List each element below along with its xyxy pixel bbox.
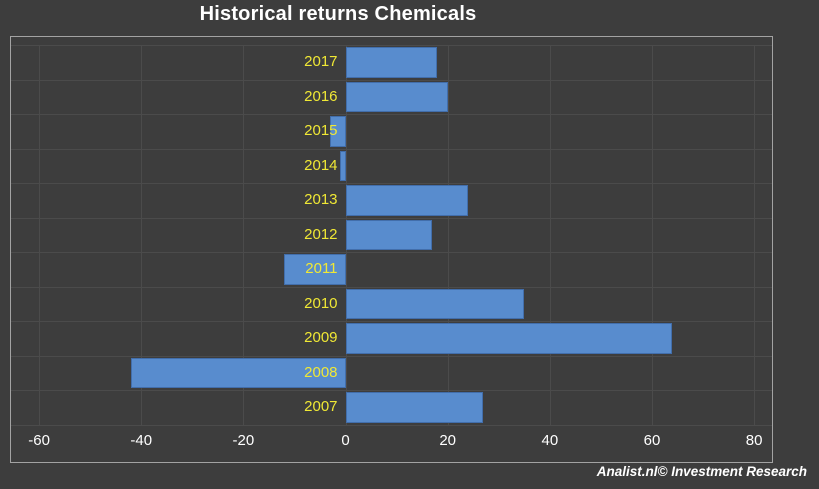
bar — [330, 116, 346, 147]
v-gridline — [754, 45, 756, 425]
bar — [345, 185, 469, 216]
v-gridline — [447, 45, 449, 425]
category-label: 2014 — [304, 156, 338, 174]
v-gridline — [243, 45, 245, 425]
bar — [131, 357, 346, 389]
bar — [345, 47, 438, 78]
h-gridline — [11, 355, 772, 357]
category-label: 2007 — [304, 398, 338, 416]
x-tick-label: 20 — [439, 432, 457, 449]
bar — [345, 392, 484, 423]
x-tick-label: -20 — [232, 432, 255, 449]
h-gridline — [11, 252, 772, 254]
x-tick-label: 40 — [541, 432, 559, 449]
x-tick-label: -40 — [130, 432, 153, 449]
h-gridline — [11, 183, 772, 185]
bar — [345, 288, 525, 320]
x-tick-label: -60 — [28, 432, 50, 449]
category-label: 2009 — [304, 329, 338, 347]
h-gridline — [11, 425, 772, 426]
category-label: 2016 — [304, 87, 338, 105]
category-label: 2011 — [305, 260, 338, 278]
bar — [345, 323, 673, 354]
category-label: 2008 — [304, 363, 338, 381]
v-gridline — [141, 45, 143, 425]
h-gridline — [11, 45, 772, 46]
plot-area: -60 -40 -20 0 20 40 60 80 2017 2016 2015 2014 2013 20… — [10, 36, 773, 463]
v-gridline — [39, 45, 41, 425]
category-label: 2013 — [304, 191, 338, 209]
x-tick-label: 0 — [341, 432, 350, 449]
h-gridline — [11, 217, 772, 219]
category-label: 2017 — [304, 53, 338, 70]
v-gridline — [651, 45, 653, 425]
x-tick-label: 60 — [643, 432, 661, 449]
h-gridline — [11, 286, 772, 288]
v-gridline — [549, 45, 551, 425]
h-gridline — [11, 390, 772, 392]
h-gridline — [11, 79, 772, 81]
bar — [284, 254, 346, 285]
watermark-text: Analist.nl© Investment Research — [596, 464, 807, 479]
h-gridline — [11, 321, 772, 323]
category-label: 2012 — [304, 225, 338, 243]
h-gridline — [11, 114, 772, 116]
h-gridline — [11, 148, 772, 150]
bar — [340, 150, 346, 182]
bar — [345, 219, 433, 251]
category-label: 2010 — [304, 294, 338, 312]
category-label: 2015 — [304, 122, 338, 140]
x-tick-label: 80 — [745, 432, 763, 449]
chart-title: Historical returns Chemicals — [199, 3, 477, 25]
bar — [345, 81, 448, 113]
